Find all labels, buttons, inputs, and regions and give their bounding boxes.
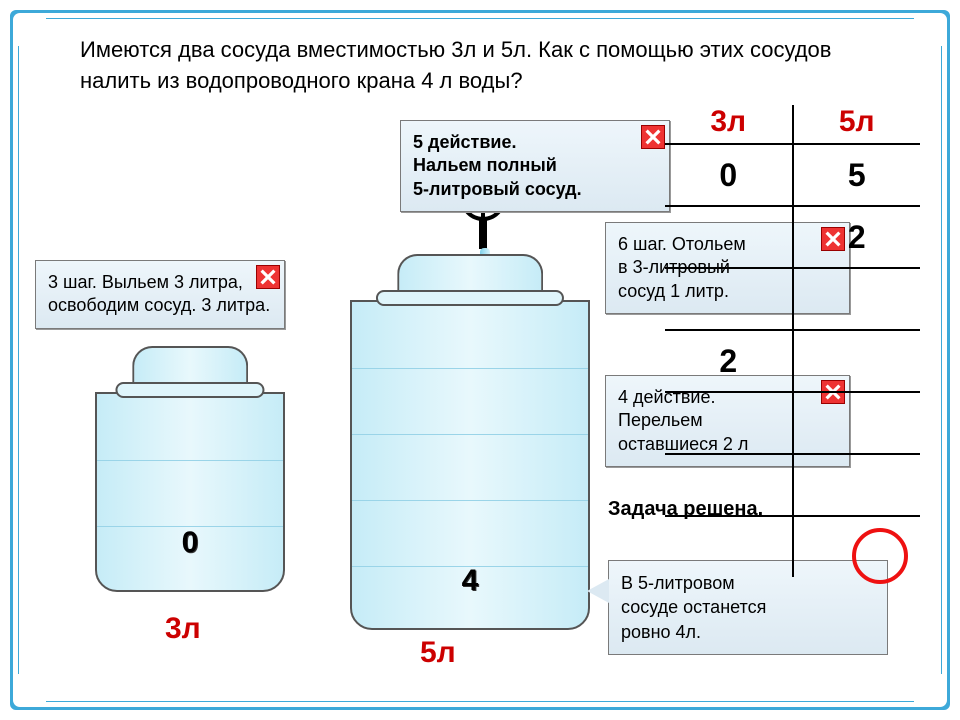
frame-corner — [914, 674, 950, 710]
frame-corner — [914, 10, 950, 46]
frame-corner — [10, 10, 46, 46]
table-row — [665, 391, 920, 453]
close-icon[interactable] — [641, 125, 665, 149]
table-header-3l: 3л — [665, 105, 794, 143]
table-header-5l: 5л — [794, 105, 921, 143]
jar-5l-label: 5л — [420, 636, 456, 670]
frame-corner — [10, 674, 46, 710]
jar-3l-value: 0 — [182, 526, 199, 560]
answer-circle — [852, 528, 908, 584]
jar-3l-label: 3л — [165, 612, 201, 646]
table-row: 2 — [665, 329, 920, 391]
table-row: 2 — [665, 205, 920, 267]
state-table: 3л 5л 05 2 2 — [665, 105, 920, 577]
problem-text: Имеются два сосуда вместимостью 3л и 5л.… — [80, 35, 880, 97]
jar-5l-value: 4 — [462, 564, 479, 598]
jar-5l: 4 — [350, 300, 590, 630]
callout-step5: 5 действие. Нальем полный 5-литровый сос… — [400, 120, 670, 212]
callout-step3: 3 шаг. Выльем 3 литра, освободим сосуд. … — [35, 260, 285, 329]
table-header: 3л 5л — [665, 105, 920, 143]
table-row — [665, 267, 920, 329]
table-row: 05 — [665, 143, 920, 205]
callout-text: 3 шаг. Выльем 3 литра, освободим сосуд. … — [48, 272, 270, 315]
close-icon[interactable] — [256, 265, 280, 289]
jar-3l: 0 — [95, 392, 285, 592]
table-row — [665, 453, 920, 515]
